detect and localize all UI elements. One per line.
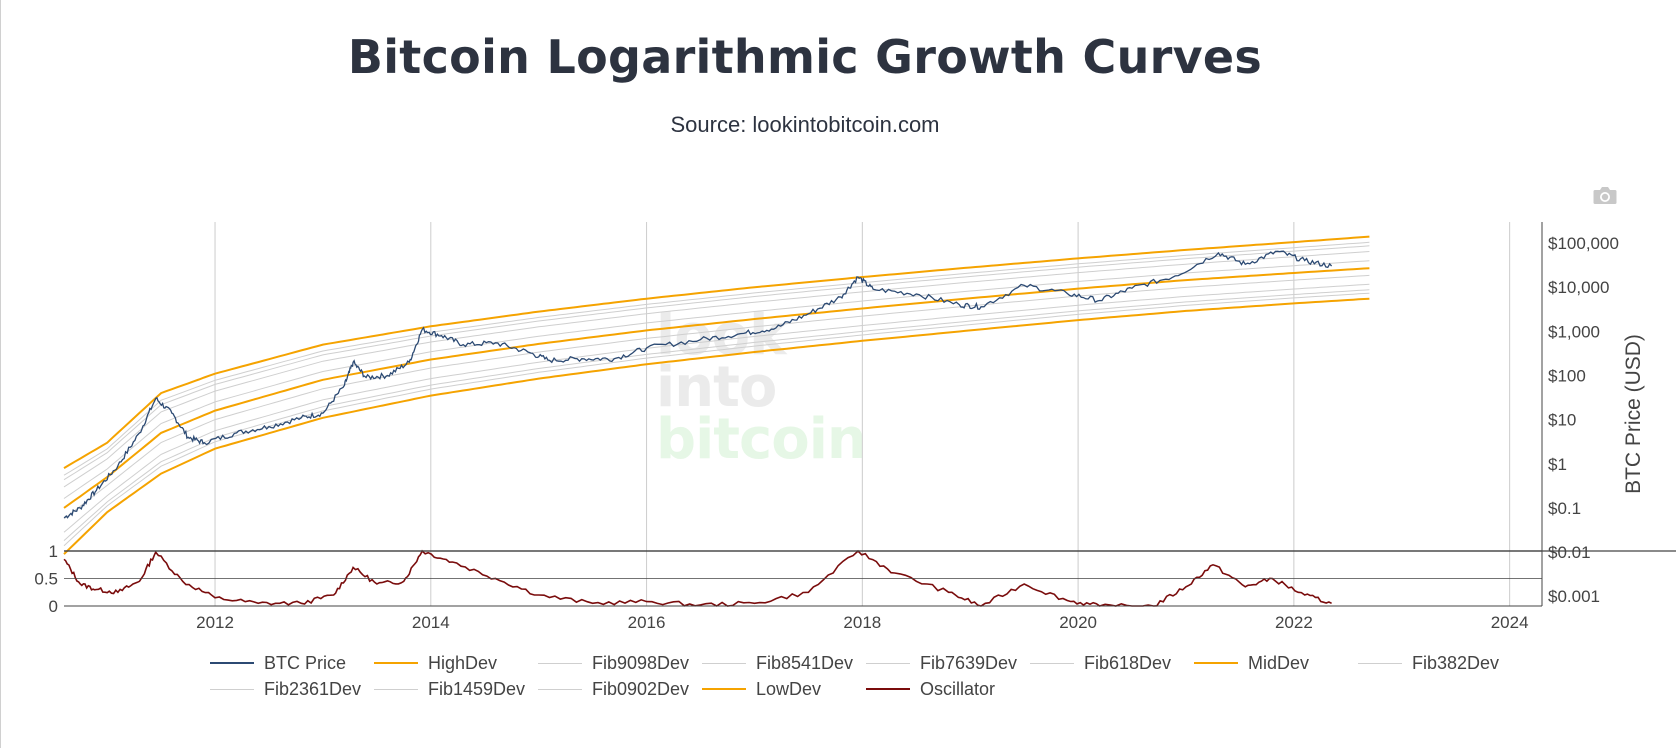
price-tick-label: $1,000 xyxy=(1548,322,1600,341)
legend-swatch xyxy=(702,688,746,690)
fib-band-line xyxy=(63,260,1370,499)
legend-label: Fib9098Dev xyxy=(592,652,690,673)
legend-item[interactable]: Fib7639Dev xyxy=(866,652,1017,674)
legend-label: Fib2361Dev xyxy=(264,678,362,699)
mid-dev-line xyxy=(63,267,1370,509)
legend-item[interactable]: Fib0902Dev xyxy=(538,678,689,700)
price-tick-label: $100 xyxy=(1548,366,1586,385)
legend-swatch xyxy=(210,688,254,690)
legend-label: Fib0902Dev xyxy=(592,678,690,699)
price-tick-label: $0.001 xyxy=(1548,587,1600,606)
legend-item[interactable]: HighDev xyxy=(374,652,497,674)
legend-swatch xyxy=(374,662,418,664)
price-tick-label: $10 xyxy=(1548,411,1576,430)
price-tick-label: $0.01 xyxy=(1548,543,1591,562)
legend-item[interactable]: BTC Price xyxy=(210,652,346,674)
x-tick-label: 2022 xyxy=(1275,613,1313,632)
high-dev-line xyxy=(63,235,1370,469)
btc-price-line xyxy=(63,250,1333,519)
fib-band-line xyxy=(63,283,1370,533)
legend-swatch xyxy=(1358,662,1402,664)
x-tick-label: 2020 xyxy=(1059,613,1097,632)
legend-swatch xyxy=(1194,662,1238,664)
legend-label: Fib8541Dev xyxy=(756,652,854,673)
legend-swatch xyxy=(1030,662,1074,664)
legend-label: Fib618Dev xyxy=(1084,652,1172,673)
x-tick-label: 2018 xyxy=(843,613,881,632)
legend-item[interactable]: Fib8541Dev xyxy=(702,652,853,674)
legend-item[interactable]: Oscillator xyxy=(866,678,995,700)
watermark: look into bitcoin xyxy=(656,308,867,472)
watermark-bitcoin: bitcoin xyxy=(656,407,867,472)
fib-band-line xyxy=(63,289,1370,541)
frame-border xyxy=(0,0,1,748)
legend-item[interactable]: Fib1459Dev xyxy=(374,678,525,700)
x-tick-label: 2014 xyxy=(412,613,450,632)
fib-band-line xyxy=(63,274,1370,520)
legend-swatch xyxy=(538,662,582,664)
x-tick-label: 2024 xyxy=(1491,613,1529,632)
legend-item[interactable]: Fib9098Dev xyxy=(538,652,689,674)
price-tick-label: $1 xyxy=(1548,455,1567,474)
chart-subtitle: Source: lookintobitcoin.com xyxy=(670,112,940,137)
legend-label: BTC Price xyxy=(264,652,347,673)
price-tick-label: $10,000 xyxy=(1548,278,1609,297)
price-axis-title: BTC Price (USD) xyxy=(1622,334,1645,494)
x-tick-label: 2012 xyxy=(196,613,234,632)
x-tick-label: 2016 xyxy=(628,613,666,632)
legend-label: LowDev xyxy=(756,678,822,699)
legend-label: Fib1459Dev xyxy=(428,678,526,699)
fib-band-line xyxy=(63,245,1370,481)
chart-title: Bitcoin Logarithmic Growth Curves xyxy=(347,30,1263,84)
legend-label: Fib382Dev xyxy=(1412,652,1500,673)
legend-swatch xyxy=(210,662,254,664)
fib-band-line xyxy=(63,251,1370,488)
legend-item[interactable]: Fib382Dev xyxy=(1358,652,1499,674)
oscillator-tick-label: 1 xyxy=(49,542,58,561)
oscillator-tick-label: 0.5 xyxy=(34,570,58,589)
watermark-into: into xyxy=(656,355,777,420)
price-tick-label: $100,000 xyxy=(1548,234,1619,253)
camera-icon[interactable] xyxy=(1592,184,1618,206)
legend-swatch xyxy=(866,662,910,664)
low-dev-line xyxy=(63,297,1370,555)
legend-label: Oscillator xyxy=(920,678,996,699)
legend-label: HighDev xyxy=(428,652,498,673)
oscillator-tick-label: 0 xyxy=(49,597,58,616)
legend-swatch xyxy=(374,688,418,690)
fib-band-line xyxy=(63,292,1370,547)
legend-swatch xyxy=(866,688,910,690)
legend-item[interactable]: MidDev xyxy=(1194,652,1309,674)
legend-item[interactable]: Fib2361Dev xyxy=(210,678,361,700)
fib-band-line xyxy=(63,241,1370,476)
legend-swatch xyxy=(702,662,746,664)
price-tick-label: $0.1 xyxy=(1548,499,1581,518)
legend-item[interactable]: Fib618Dev xyxy=(1030,652,1171,674)
legend-item[interactable]: LowDev xyxy=(702,678,821,700)
legend-label: Fib7639Dev xyxy=(920,652,1018,673)
legend-label: MidDev xyxy=(1248,652,1310,673)
legend-swatch xyxy=(538,688,582,690)
